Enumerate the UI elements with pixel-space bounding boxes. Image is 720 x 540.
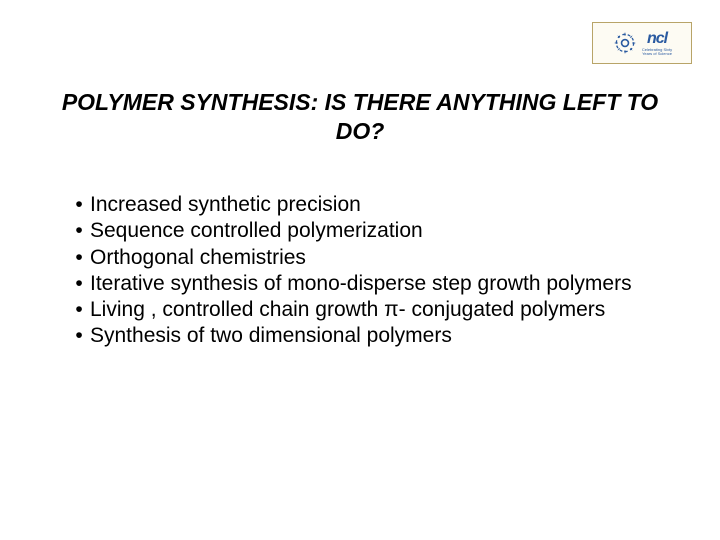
- bullet-text: Orthogonal chemistries: [90, 245, 640, 271]
- bullet-text: Sequence controlled polymerization: [90, 218, 640, 244]
- gear-icon: [612, 30, 638, 56]
- logo-badge: ncl Celebrating Sixty Years of Science: [592, 22, 692, 64]
- bullet-text: Living , controlled chain growth π- conj…: [90, 297, 640, 323]
- bullet-dot-icon: •: [68, 218, 90, 244]
- bullet-dot-icon: •: [68, 323, 90, 349]
- bullet-dot-icon: •: [68, 245, 90, 271]
- bullet-text: Iterative synthesis of mono-disperse ste…: [90, 271, 640, 297]
- list-item: • Sequence controlled polymerization: [68, 218, 640, 244]
- logo-tagline-2: Years of Science: [642, 52, 672, 56]
- logo-brand-text: ncl: [647, 30, 667, 48]
- bullet-dot-icon: •: [68, 297, 90, 323]
- bullet-text: Increased synthetic precision: [90, 192, 640, 218]
- bullet-dot-icon: •: [68, 271, 90, 297]
- bullet-dot-icon: •: [68, 192, 90, 218]
- list-item: • Synthesis of two dimensional polymers: [68, 323, 640, 349]
- logo-text-group: ncl Celebrating Sixty Years of Science: [642, 30, 672, 57]
- slide-title: POLYMER SYNTHESIS: IS THERE ANYTHING LEF…: [50, 88, 670, 146]
- bullet-text: Synthesis of two dimensional polymers: [90, 323, 640, 349]
- bullet-list: • Increased synthetic precision • Sequen…: [68, 192, 640, 350]
- list-item: • Iterative synthesis of mono-disperse s…: [68, 271, 640, 297]
- list-item: • Orthogonal chemistries: [68, 245, 640, 271]
- list-item: • Living , controlled chain growth π- co…: [68, 297, 640, 323]
- list-item: • Increased synthetic precision: [68, 192, 640, 218]
